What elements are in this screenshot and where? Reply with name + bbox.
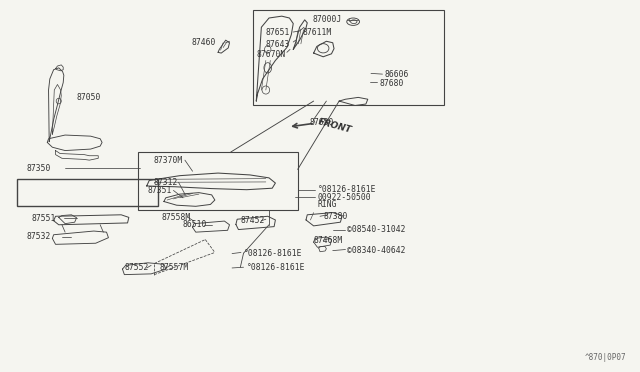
Text: 86606: 86606 xyxy=(385,70,410,78)
Text: 87050: 87050 xyxy=(77,93,101,102)
Text: 87468M: 87468M xyxy=(314,236,343,245)
Text: 87532: 87532 xyxy=(27,232,51,241)
Text: ©08540-31042: ©08540-31042 xyxy=(348,225,406,234)
Text: 87460: 87460 xyxy=(191,38,216,47)
Text: 86510: 86510 xyxy=(183,220,207,229)
Text: 87380: 87380 xyxy=(324,212,348,221)
Text: 87552: 87552 xyxy=(124,263,148,272)
Text: 87350: 87350 xyxy=(27,164,51,173)
Text: ©08340-40642: ©08340-40642 xyxy=(348,246,406,255)
Text: ^870|0P07: ^870|0P07 xyxy=(584,353,626,362)
Text: 87558M: 87558M xyxy=(162,212,191,221)
Text: RING: RING xyxy=(317,200,337,209)
Bar xyxy=(253,10,444,105)
Text: °08126-8161E: °08126-8161E xyxy=(317,185,376,194)
Text: °08126-8161E: °08126-8161E xyxy=(244,249,302,258)
Text: °08126-8161E: °08126-8161E xyxy=(246,263,305,272)
Text: FRONT: FRONT xyxy=(317,118,353,135)
Text: 87551: 87551 xyxy=(32,214,56,222)
Text: 00922-50500: 00922-50500 xyxy=(317,193,371,202)
Text: 87452: 87452 xyxy=(241,216,266,225)
Text: 87312: 87312 xyxy=(153,178,177,187)
Text: 87000J: 87000J xyxy=(312,15,342,23)
Text: 87680: 87680 xyxy=(380,79,404,88)
Text: 87643: 87643 xyxy=(266,40,290,49)
Text: 87370M: 87370M xyxy=(153,155,182,165)
Bar xyxy=(17,179,157,206)
Text: 87651: 87651 xyxy=(266,28,290,36)
Text: 87351: 87351 xyxy=(148,186,172,195)
Text: 87650: 87650 xyxy=(310,118,334,127)
Text: 87611M: 87611M xyxy=(302,28,332,36)
Bar xyxy=(138,152,298,210)
Text: 87557M: 87557M xyxy=(159,263,189,272)
Text: 87670N: 87670N xyxy=(256,51,285,60)
